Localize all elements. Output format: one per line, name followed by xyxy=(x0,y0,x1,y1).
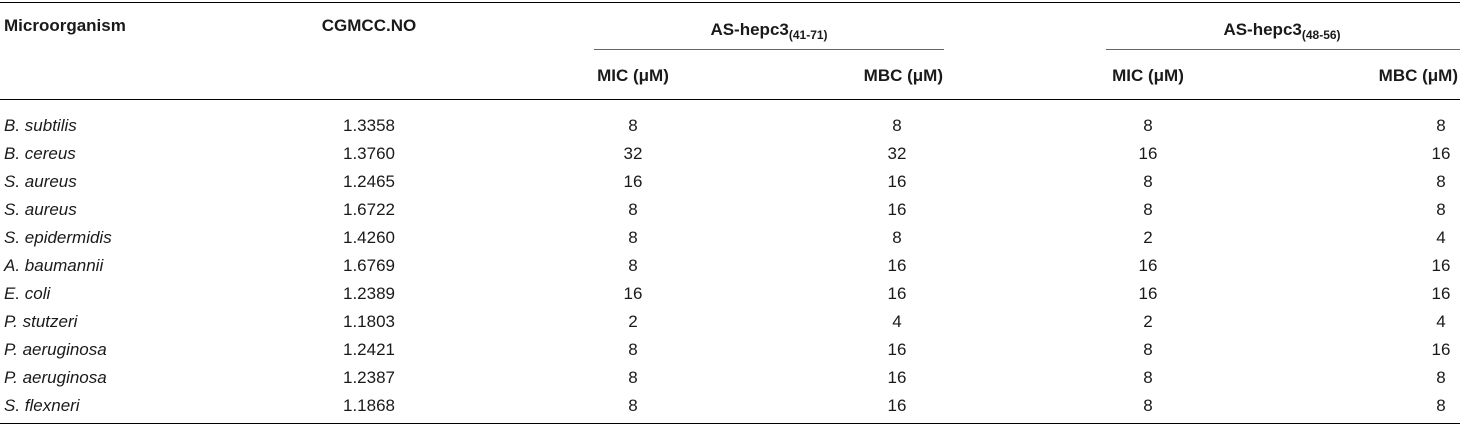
cell-mic-group1: 16 xyxy=(623,172,643,191)
group1-underline xyxy=(594,49,944,50)
group1-name: AS-hepc3 xyxy=(710,20,789,39)
cell-mbc-group2: 8 xyxy=(1436,116,1446,135)
cell-mic-group2: 2 xyxy=(1143,228,1153,247)
cell-mic-group2: 8 xyxy=(1143,368,1153,387)
cell-cgmcc: 1.6722 xyxy=(343,200,395,219)
header-microorganism: Microorganism xyxy=(4,16,126,35)
cell-mic-group2: 8 xyxy=(1143,200,1153,219)
cell-cgmcc: 1.2387 xyxy=(343,368,395,387)
cell-mbc-group2: 4 xyxy=(1436,312,1446,331)
cell-organism: P. stutzeri xyxy=(4,312,78,331)
header-mbc-group2: MBC (μM) xyxy=(1378,66,1458,85)
cell-mbc-group2: 8 xyxy=(1436,368,1446,387)
cell-mic-group2: 8 xyxy=(1143,340,1153,359)
cell-mbc-group2: 16 xyxy=(1431,144,1451,163)
cell-organism: P. aeruginosa xyxy=(4,368,107,387)
cell-organism: E. coli xyxy=(4,284,51,303)
cell-mic-group1: 8 xyxy=(628,116,638,135)
header-mic-group2: MIC (μM) xyxy=(1112,66,1184,85)
cell-mbc-group1: 16 xyxy=(887,200,907,219)
cell-mbc-group1: 16 xyxy=(887,284,907,303)
cell-mic-group1: 2 xyxy=(628,312,638,331)
cell-mbc-group2: 8 xyxy=(1436,200,1446,219)
cell-mbc-group1: 4 xyxy=(892,312,902,331)
group2-name: AS-hepc3 xyxy=(1223,20,1302,39)
cell-mic-group1: 8 xyxy=(628,256,638,275)
cell-mic-group1: 8 xyxy=(628,228,638,247)
cell-mic-group1: 8 xyxy=(628,396,638,415)
cell-mbc-group1: 8 xyxy=(892,116,902,135)
cell-mic-group2: 2 xyxy=(1143,312,1153,331)
cell-organism: S. epidermidis xyxy=(4,228,112,247)
cell-cgmcc: 1.1803 xyxy=(343,312,395,331)
cell-mbc-group1: 16 xyxy=(887,340,907,359)
header-mbc-group1: MBC (μM) xyxy=(863,66,943,85)
cell-mbc-group2: 8 xyxy=(1436,396,1446,415)
cell-cgmcc: 1.3760 xyxy=(343,144,395,163)
group2-subscript: (48-56) xyxy=(1301,28,1341,42)
cell-mic-group2: 8 xyxy=(1143,396,1153,415)
cell-mic-group2: 16 xyxy=(1138,284,1158,303)
cell-organism: S. aureus xyxy=(4,172,77,191)
cell-mbc-group1: 16 xyxy=(887,368,907,387)
cell-mbc-group1: 8 xyxy=(892,228,902,247)
cell-mic-group2: 16 xyxy=(1138,256,1158,275)
cell-cgmcc: 1.6769 xyxy=(343,256,395,275)
header-rule xyxy=(0,99,1460,100)
cell-mic-group2: 8 xyxy=(1143,172,1153,191)
cell-mbc-group2: 8 xyxy=(1436,172,1446,191)
cell-mbc-group1: 32 xyxy=(887,144,907,163)
cell-mic-group1: 8 xyxy=(628,340,638,359)
cell-mbc-group2: 16 xyxy=(1431,340,1451,359)
cell-mic-group1: 32 xyxy=(623,144,643,163)
cell-mic-group2: 8 xyxy=(1143,116,1153,135)
cell-organism: B. cereus xyxy=(4,144,76,163)
cell-mbc-group2: 16 xyxy=(1431,284,1451,303)
bottom-rule xyxy=(0,423,1460,424)
cell-cgmcc: 1.2465 xyxy=(343,172,395,191)
cell-cgmcc: 1.2421 xyxy=(343,340,395,359)
group2-underline xyxy=(1106,49,1460,50)
group1-subscript: (41-71) xyxy=(788,28,828,42)
cell-mbc-group1: 16 xyxy=(887,256,907,275)
cell-organism: A. baumannii xyxy=(4,256,104,275)
cell-mbc-group2: 4 xyxy=(1436,228,1446,247)
cell-organism: P. aeruginosa xyxy=(4,340,107,359)
cell-cgmcc: 1.4260 xyxy=(343,228,395,247)
cell-organism: S. flexneri xyxy=(4,396,80,415)
header-group2: AS-hepc3(48-56) xyxy=(1223,20,1341,42)
cell-cgmcc: 1.3358 xyxy=(343,116,395,135)
cell-mic-group2: 16 xyxy=(1138,144,1158,163)
cell-organism: S. aureus xyxy=(4,200,77,219)
cell-cgmcc: 1.1868 xyxy=(343,396,395,415)
cell-mic-group1: 8 xyxy=(628,200,638,219)
cell-mic-group1: 8 xyxy=(628,368,638,387)
cell-mic-group1: 16 xyxy=(623,284,643,303)
header-cgmcc: CGMCC.NO xyxy=(321,16,417,35)
header-mic-group1: MIC (μM) xyxy=(597,66,669,85)
cell-mbc-group2: 16 xyxy=(1431,256,1451,275)
top-rule xyxy=(0,2,1460,3)
cell-organism: B. subtilis xyxy=(4,116,77,135)
cell-mbc-group1: 16 xyxy=(887,396,907,415)
cell-mbc-group1: 16 xyxy=(887,172,907,191)
cell-cgmcc: 1.2389 xyxy=(343,284,395,303)
header-group1: AS-hepc3(41-71) xyxy=(710,20,828,42)
